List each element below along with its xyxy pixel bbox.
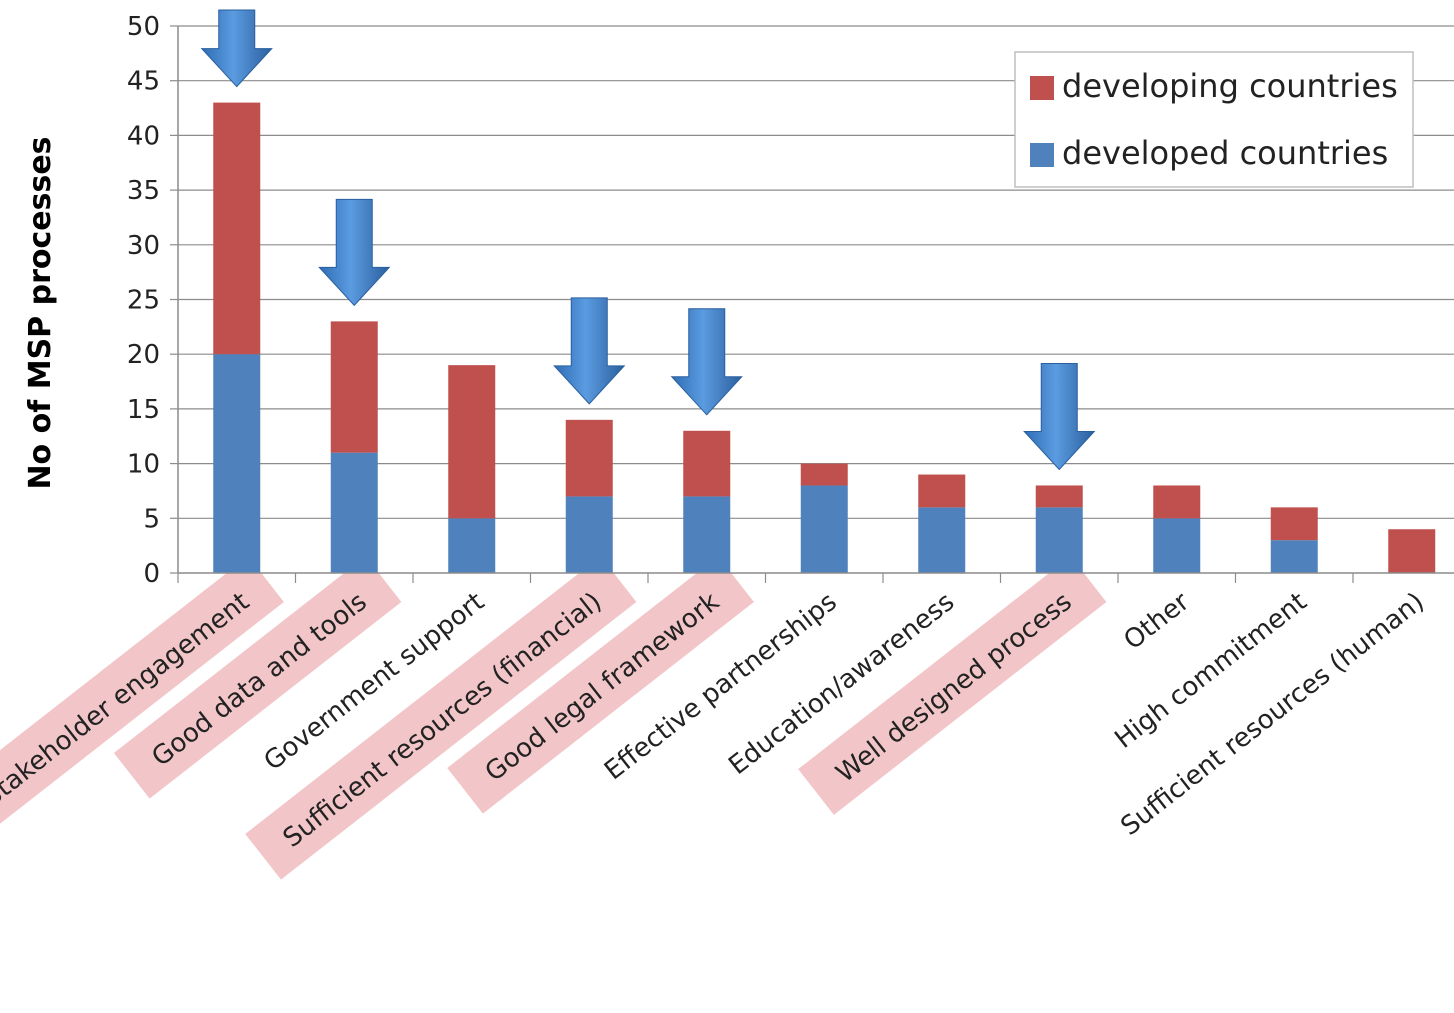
category-label-other: Other: [1118, 587, 1195, 656]
bar-developing-countries-high-commitment: [1270, 507, 1318, 541]
arrow-down-icon: [318, 198, 391, 307]
category-highlights: [0, 556, 1107, 880]
y-tick-label: 15: [127, 395, 160, 425]
bar-developing-countries-sufficient-resources-human: [1388, 529, 1436, 573]
bar-developed-countries-good-legal-framework: [683, 496, 731, 573]
category-highlight-good-legal-framework: [447, 556, 754, 814]
y-tick-label: 50: [127, 12, 160, 42]
axes: 0 5 10 15 20 25 30 35 40 45 50: [127, 12, 1454, 589]
bar-developed-countries-government-support: [448, 518, 496, 573]
category-highlight-stakeholder-engagement: [0, 556, 284, 840]
legend: developing countries developed countries: [1014, 51, 1414, 188]
bars: [213, 102, 1436, 573]
y-axis-title: No of MSP processes: [23, 136, 58, 489]
y-tick-label: 45: [127, 67, 160, 97]
legend-swatch-developed: [1030, 143, 1054, 167]
category-highlight-well-designed-process: [798, 556, 1107, 815]
bar-developed-countries-education-awareness: [918, 507, 966, 573]
y-tick-label: 20: [127, 340, 160, 370]
y-tick-label: 35: [127, 176, 160, 206]
y-tick-label: 10: [127, 450, 160, 480]
bar-developed-countries-effective-partnerships: [800, 485, 848, 573]
legend-label-developing: developing countries: [1062, 67, 1398, 105]
bar-developed-countries-sufficient-resources-financial: [565, 496, 613, 573]
bar-developed-countries-other: [1153, 518, 1201, 573]
category-label-high-commitment: High commitment: [1109, 587, 1312, 755]
bar-developing-countries-sufficient-resources-financial: [565, 419, 613, 497]
arrow-down-icon: [670, 308, 743, 416]
bar-developing-countries-well-designed-process: [1035, 485, 1083, 508]
y-tick-label: 30: [127, 231, 160, 261]
arrow-down-icon: [553, 297, 626, 405]
bar-developed-countries-stakeholder-engagement: [213, 354, 261, 573]
bar-developing-countries-other: [1153, 485, 1201, 519]
arrow-down-icon: [1023, 362, 1096, 471]
category-label-well-designed-process: Well designed process: [831, 587, 1078, 789]
bar-developing-countries-government-support: [448, 365, 496, 519]
bar-developed-countries-good-data-and-tools: [330, 452, 378, 573]
bar-developing-countries-stakeholder-engagement: [213, 102, 261, 355]
y-tick-label: 5: [143, 504, 160, 534]
gridlines: [178, 25, 1454, 519]
y-tick-label: 0: [143, 559, 160, 589]
arrow-down-icon: [200, 9, 273, 88]
bar-developed-countries-well-designed-process: [1035, 507, 1083, 573]
bar-developing-countries-effective-partnerships: [800, 463, 848, 486]
category-highlight-sufficient-resources-financial: [245, 556, 637, 880]
legend-swatch-developing: [1030, 76, 1054, 100]
bar-developing-countries-good-data-and-tools: [330, 321, 378, 453]
y-tick-label: 25: [127, 286, 160, 316]
legend-box: [1014, 51, 1414, 188]
y-tick-label: 40: [127, 121, 160, 151]
legend-label-developed: developed countries: [1062, 134, 1388, 172]
bar-developed-countries-high-commitment: [1270, 540, 1318, 573]
bar-developing-countries-education-awareness: [918, 474, 966, 508]
category-highlight-good-data-and-tools: [113, 556, 402, 799]
highlight-arrows: [200, 9, 1096, 471]
bar-developing-countries-good-legal-framework: [683, 430, 731, 497]
